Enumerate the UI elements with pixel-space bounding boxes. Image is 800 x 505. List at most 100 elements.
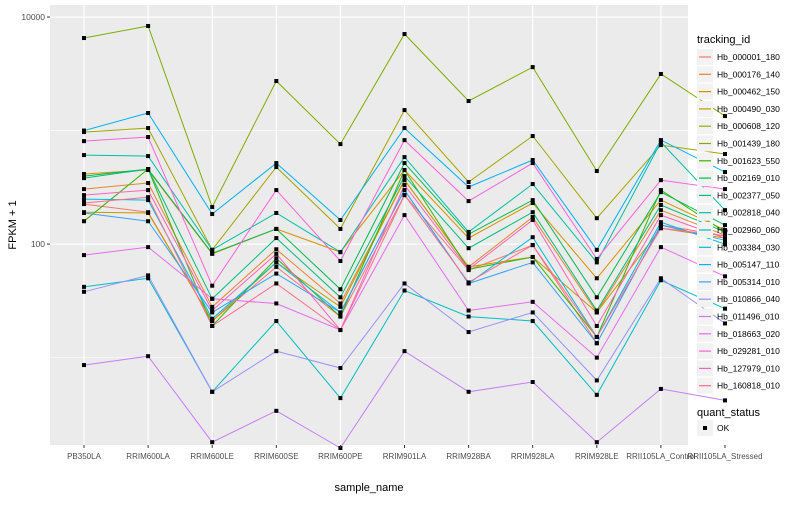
legend: Hb_000001_180 Hb_000176_140 Hb_000462_150 H… [697, 49, 780, 394]
data-point-Hb_000490_030 [146, 210, 151, 215]
data-point-Hb_005314_010 [402, 188, 407, 193]
legend-label: Hb_000176_140 [717, 69, 780, 79]
legend-label: Hb_001439_180 [717, 139, 780, 149]
data-point-Hb_002377_050 [274, 236, 279, 241]
data-point-Hb_002960_060 [723, 306, 727, 311]
data-point-Hb_000490_030 [338, 304, 343, 309]
data-point-Hb_002377_050 [594, 308, 599, 313]
data-point-Hb_001439_180 [466, 99, 471, 104]
data-point-Hb_005314_010 [82, 210, 86, 215]
data-point-Hb_000608_120 [658, 143, 663, 148]
data-point-Hb_000490_030 [402, 178, 407, 183]
data-point-Hb_029281_010 [723, 187, 727, 192]
data-point-Hb_010866_040 [594, 378, 599, 383]
data-point-Hb_005147_110 [466, 185, 471, 190]
data-point-Hb_005147_110 [530, 158, 535, 163]
data-point-Hb_005147_110 [723, 170, 727, 175]
x-tick-label: PB350LA [67, 452, 101, 461]
x-tick-label: RRIM928LE [575, 452, 619, 461]
legend-label: Hb_005314_010 [717, 277, 780, 287]
data-point-Hb_005147_110 [274, 161, 279, 166]
data-point-Hb_003384_030 [146, 198, 151, 203]
legend-item: Hb_000462_150 [697, 83, 780, 100]
data-point-Hb_010866_040 [338, 366, 343, 371]
data-point-Hb_011496_010 [658, 386, 663, 391]
legend-label: Hb_000490_030 [717, 104, 780, 114]
data-point-Hb_000462_150 [658, 198, 663, 203]
data-point-Hb_002818_040 [466, 229, 471, 234]
data-point-Hb_001439_180 [274, 79, 279, 84]
legend-item: Hb_001439_180 [697, 135, 780, 152]
data-point-Hb_011496_010 [723, 398, 727, 403]
data-point-Hb_002960_060 [274, 319, 279, 324]
legend-item: Hb_003384_030 [697, 239, 780, 256]
data-point-Hb_018663_020 [82, 253, 86, 258]
legend-label: Hb_002818_040 [717, 208, 780, 218]
legend-label: Hb_160818_010 [717, 381, 780, 391]
data-point-Hb_002169_010 [82, 174, 86, 179]
data-point-Hb_002169_010 [338, 287, 343, 292]
data-point-Hb_160818_010 [146, 195, 151, 200]
data-point-Hb_000176_140 [274, 247, 279, 252]
data-point-Hb_002960_060 [338, 396, 343, 401]
data-point-Hb_005314_010 [146, 219, 151, 224]
data-point-Hb_000608_120 [146, 126, 151, 131]
data-point-Hb_002818_040 [530, 182, 535, 187]
x-axis-title: sample_name [334, 482, 403, 494]
data-point-Hb_011496_010 [594, 440, 599, 445]
y-axis: 100 10000 [21, 12, 50, 249]
data-point-Hb_003384_030 [723, 242, 727, 247]
data-point-Hb_011496_010 [402, 349, 407, 354]
data-point-Hb_000608_120 [402, 108, 407, 113]
data-point-Hb_127979_010 [210, 308, 215, 313]
data-point-Hb_002169_010 [530, 198, 535, 203]
legend-label: Hb_018663_020 [717, 329, 780, 339]
data-point-Hb_010866_040 [210, 389, 215, 394]
data-point-Hb_000001_180 [274, 264, 279, 269]
data-point-Hb_160818_010 [274, 281, 279, 286]
legend-label: Hb_000001_180 [717, 52, 780, 62]
data-point-Hb_029281_010 [82, 139, 86, 144]
data-point-Hb_010866_040 [146, 273, 151, 278]
data-point-Hb_010866_040 [82, 289, 86, 294]
data-point-Hb_160818_010 [338, 328, 343, 333]
data-point-Hb_005314_010 [723, 238, 727, 243]
data-point-Hb_005147_110 [402, 126, 407, 131]
x-tick-label: RRII105LA_Control [626, 452, 696, 461]
data-point-Hb_029281_010 [658, 178, 663, 183]
legend-label: Hb_003384_030 [717, 242, 780, 252]
data-point-Hb_002818_040 [82, 153, 86, 158]
data-point-Hb_005147_110 [82, 128, 86, 133]
data-point-Hb_001439_180 [530, 65, 535, 70]
data-point-Hb_005314_010 [338, 310, 343, 315]
data-point-Hb_011496_010 [466, 389, 471, 394]
data-point-Hb_002960_060 [594, 392, 599, 397]
legend-label: Hb_001623_550 [717, 156, 780, 166]
data-point-Hb_127979_010 [146, 188, 151, 193]
data-point-Hb_029281_010 [466, 199, 471, 204]
data-point-Hb_010866_040 [466, 330, 471, 335]
data-point-Hb_002377_050 [82, 176, 86, 181]
data-point-Hb_002818_040 [274, 210, 279, 215]
data-point-Hb_001439_180 [146, 23, 151, 28]
data-point-Hb_000608_120 [338, 226, 343, 231]
data-point-Hb_002377_050 [338, 295, 343, 300]
data-point-Hb_010866_040 [402, 281, 407, 286]
data-point-Hb_001439_180 [594, 169, 599, 174]
data-point-Hb_002818_040 [402, 155, 407, 160]
plot-panel [50, 5, 688, 445]
data-point-Hb_029281_010 [530, 161, 535, 166]
legend-label: Hb_002169_010 [717, 173, 780, 183]
legend-item: Hb_005314_010 [697, 273, 780, 290]
data-point-Hb_000608_120 [466, 180, 471, 185]
data-point-Hb_002169_010 [723, 223, 727, 228]
data-point-Hb_002169_010 [658, 190, 663, 195]
legend-label: Hb_002377_050 [717, 190, 780, 200]
data-point-Hb_002377_050 [530, 210, 535, 215]
data-point-Hb_003384_030 [530, 235, 535, 240]
data-point-Hb_002818_040 [594, 260, 599, 265]
data-point-Hb_127979_010 [466, 267, 471, 272]
data-point-Hb_018663_020 [402, 213, 407, 218]
data-point-Hb_001439_180 [210, 205, 215, 210]
data-point-Hb_000462_150 [466, 236, 471, 241]
